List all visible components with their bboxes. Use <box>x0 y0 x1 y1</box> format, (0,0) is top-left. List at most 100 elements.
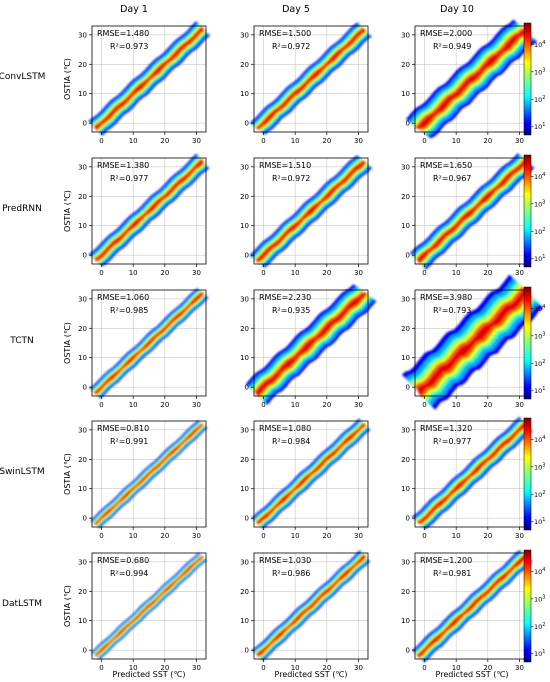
y-tick-label: 0 <box>406 515 410 523</box>
y-tick-label: 30 <box>401 163 410 171</box>
panel-datlstm-day-10: 0 10 20 30 0 10 20 30 RMSE=1.200 R²=0.981 <box>401 550 533 672</box>
colorbar-tick-label: 103 <box>534 199 545 208</box>
rmse-annotation: RMSE=1.060 <box>97 293 149 302</box>
x-tick-label: 30 <box>354 401 363 409</box>
colorbar: 101 102 103 104 <box>523 286 545 400</box>
x-tick-label: 30 <box>515 269 524 277</box>
density-band-5 <box>94 159 204 261</box>
y-tick-label: 30 <box>78 558 87 566</box>
x-tick-label: 0 <box>99 269 103 277</box>
colorbar-tick-label: 103 <box>534 462 545 471</box>
density-cloud <box>411 550 533 663</box>
x-tick-label: 10 <box>452 401 461 409</box>
x-axis-label: Predicted SST (℃) <box>436 670 509 679</box>
y-tick-label: 0 <box>83 252 87 260</box>
x-tick-label: 30 <box>515 532 524 540</box>
y-tick-label: 20 <box>240 193 249 201</box>
y-axis-label: OSTIA (℃) <box>63 453 72 495</box>
rmse-annotation: RMSE=1.380 <box>97 161 149 170</box>
y-tick-label: 10 <box>240 485 249 493</box>
x-tick-label: 0 <box>261 137 265 145</box>
panel-swinlstm-day-1: 0 10 20 30 0 10 20 30 RMSE=0.810 R²=0.991 <box>78 420 208 540</box>
x-tick-label: 30 <box>192 401 201 409</box>
y-tick-label: 0 <box>245 515 249 523</box>
colorbar: 101 102 103 104 <box>523 549 545 663</box>
x-tick-label: 10 <box>291 137 300 145</box>
density-cloud <box>249 22 372 135</box>
colorbar-tick-label: 104 <box>534 435 545 444</box>
x-tick-label: 10 <box>452 664 461 672</box>
r2-annotation: R²=0.977 <box>433 437 471 446</box>
y-tick-label: 0 <box>406 252 410 260</box>
x-tick-label: 30 <box>354 269 363 277</box>
x-axis-label: Predicted SST (℃) <box>275 670 348 679</box>
row-label-tctn: TCTN <box>9 336 33 346</box>
axes-frame <box>91 289 207 397</box>
x-tick-label: 10 <box>291 664 300 672</box>
r2-annotation: R²=0.985 <box>110 306 148 315</box>
panel-swinlstm-day-5: 0 10 20 30 0 10 20 30 RMSE=1.080 R²=0.984 <box>240 418 371 540</box>
density-band-5 <box>256 28 366 129</box>
y-tick-label: 0 <box>245 252 249 260</box>
density-band-5 <box>94 424 204 525</box>
x-axis-labels: Predicted SST (℃) Predicted SST (℃) Predic… <box>113 670 509 679</box>
y-tick-label: 0 <box>245 647 249 655</box>
density-cloud <box>89 288 209 399</box>
axes-frame <box>253 420 369 528</box>
x-tick-label: 20 <box>322 532 331 540</box>
y-axis-label: OSTIA (℃) <box>63 322 72 364</box>
rmse-annotation: RMSE=1.650 <box>420 161 472 170</box>
density-cloud <box>410 153 535 270</box>
y-tick-label: 30 <box>240 163 249 171</box>
y-tick-label: 30 <box>78 163 87 171</box>
axes-frame <box>91 552 207 660</box>
colorbar-tick-label: 102 <box>534 359 545 368</box>
r2-annotation: R²=0.973 <box>110 42 148 51</box>
y-tick-label: 20 <box>78 456 87 464</box>
row-label-datlstm: DatLSTM <box>2 599 42 609</box>
y-tick-label: 10 <box>401 90 410 98</box>
colorbar-tick-label: 102 <box>534 490 545 499</box>
panel-convlstm-day-1: 0 10 20 30 0 10 20 30 RMSE=1.480 R²=0.973 <box>78 21 211 145</box>
x-tick-label: 30 <box>192 269 201 277</box>
y-tick-label: 10 <box>240 222 249 230</box>
colorbar-tick-label: 104 <box>534 172 545 181</box>
y-tick-label: 10 <box>78 90 87 98</box>
density-band-5 <box>417 555 527 658</box>
colorbar-tick-label: 102 <box>534 227 545 236</box>
column-title-day-10: Day 10 <box>440 4 474 15</box>
x-tick-label: 20 <box>322 137 331 145</box>
x-tick-label: 0 <box>99 532 103 540</box>
x-tick-label: 10 <box>129 532 138 540</box>
density-band-5 <box>256 423 366 525</box>
x-tick-label: 30 <box>354 532 363 540</box>
row-label-swinlstm: SwinLSTM <box>0 467 45 477</box>
r2-annotation: R²=0.972 <box>272 174 310 183</box>
density-cloud <box>251 418 371 529</box>
x-tick-label: 10 <box>129 401 138 409</box>
y-tick-label: 30 <box>78 31 87 39</box>
y-tick-label: 10 <box>240 617 249 625</box>
x-tick-label: 20 <box>160 269 169 277</box>
density-cloud <box>245 284 377 405</box>
colorbar-tick-label: 101 <box>534 517 545 526</box>
colorbar: 101 102 103 104 <box>523 154 545 268</box>
y-tick-label: 10 <box>401 617 410 625</box>
axes-frame <box>253 552 369 660</box>
y-tick-label: 20 <box>240 61 249 69</box>
density-band-5 <box>417 422 527 524</box>
y-tick-label: 10 <box>78 485 87 493</box>
x-tick-label: 20 <box>322 401 331 409</box>
y-tick-label: 0 <box>406 384 410 392</box>
rmse-annotation: RMSE=1.510 <box>259 161 311 170</box>
colorbar-gradient <box>523 154 532 268</box>
y-tick-label: 30 <box>78 426 87 434</box>
x-tick-label: 30 <box>354 137 363 145</box>
y-tick-label: 0 <box>83 120 87 128</box>
y-tick-label: 30 <box>240 31 249 39</box>
density-band-5 <box>94 556 204 656</box>
column-title-day-5: Day 5 <box>282 4 310 15</box>
y-axis-label: OSTIA (℃) <box>63 190 72 232</box>
rmse-annotation: RMSE=1.320 <box>420 424 472 433</box>
